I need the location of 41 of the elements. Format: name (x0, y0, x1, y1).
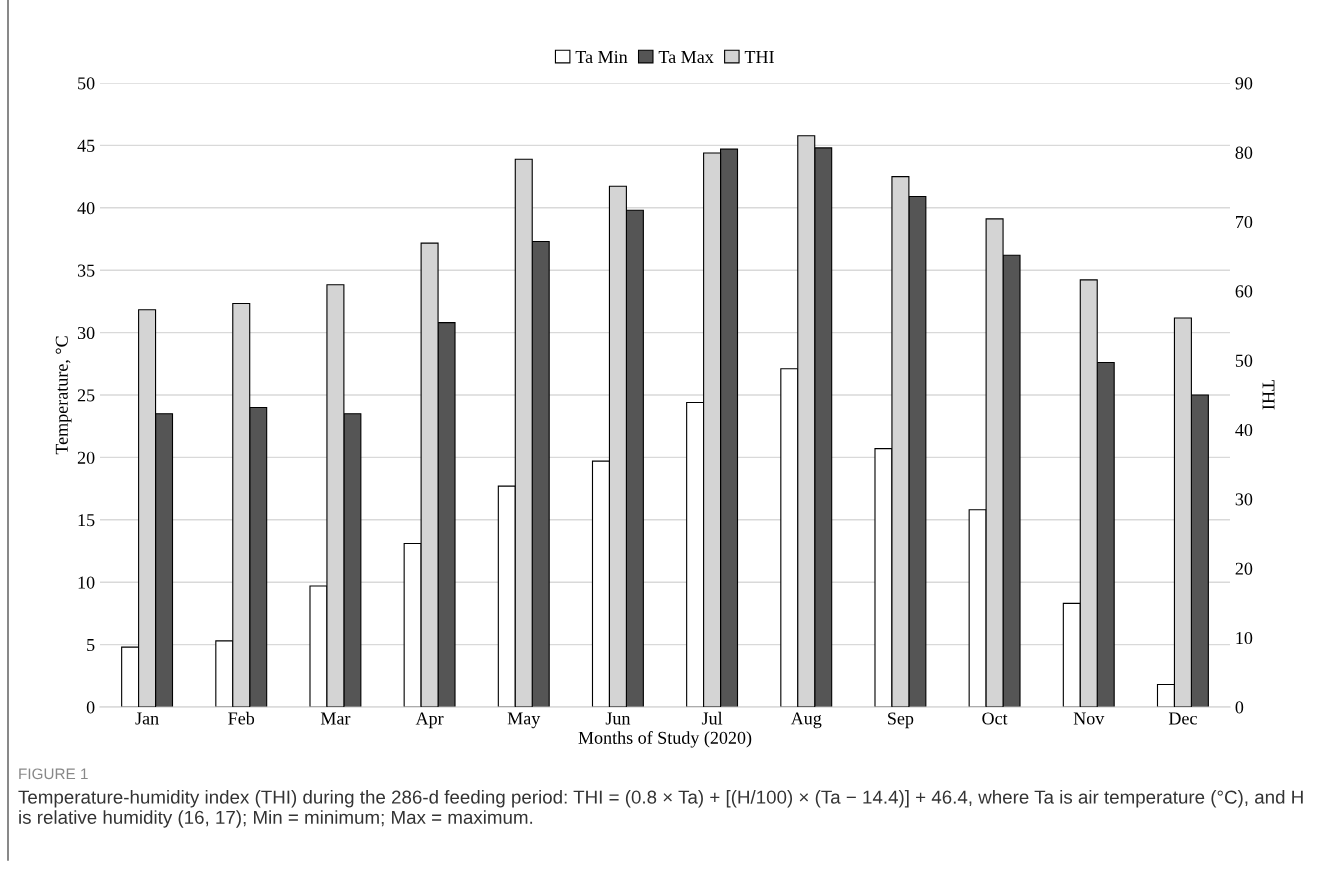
y2-axis-title: THI (1262, 380, 1275, 410)
x-tick-label: Jun (605, 712, 631, 725)
y-axis-title: Temperature, °C (55, 336, 72, 455)
x-tick-label: Oct (982, 712, 1008, 725)
y2-tick-label: 40 (1235, 423, 1253, 437)
x-tick-label: Aug (790, 712, 822, 729)
x-tick-label: Sep (888, 712, 914, 729)
y-tick-label: 45 (77, 139, 95, 152)
y-tick-label: 35 (77, 264, 95, 277)
y2-tick-label: 80 (1235, 146, 1253, 159)
x-tick-label: Apr (415, 712, 444, 729)
x-tick-label: Nov (1073, 712, 1105, 725)
y-tick-label: 10 (78, 576, 95, 589)
y-tick-label: 30 (77, 326, 95, 340)
y-tick-label: 25 (77, 389, 95, 402)
x-tick-label: Mar (320, 712, 351, 725)
legend-label: Ta Min (575, 50, 628, 64)
y2-tick-label: 30 (1235, 493, 1253, 506)
y-tick-label: 40 (77, 202, 95, 215)
legend-label: THI (744, 51, 774, 63)
y-tick-label: 5 (87, 639, 95, 652)
x-tick-label: Jul (701, 711, 723, 725)
y-tick-label: 50 (78, 77, 95, 90)
x-axis-title: Months of Study (2020) (578, 731, 752, 748)
y2-tick-label: 0 (1235, 701, 1244, 714)
y2-tick-label: 70 (1236, 215, 1253, 229)
x-tick-label: Dec (1168, 712, 1197, 725)
y2-tick-label: 20 (1235, 562, 1253, 575)
y-tick-label: 20 (77, 451, 95, 464)
text: Temperature-humidity index (THI) during the 286-d feeding period: THI = (0.8 × Ta) + [(H/100) × (Ta − 14.4)] + 46.4, where Ta is air temperature (°C), and H is relative humidity (16, 17); Min = minimum; Max = maximum. (18, 790, 1303, 828)
y2-tick-label: 10 (1236, 631, 1253, 645)
y-tick-label: 0 (86, 701, 95, 714)
x-tick-label: Feb (228, 711, 255, 725)
x-tick-label: May (507, 712, 541, 729)
y2-tick-label: 60 (1235, 285, 1253, 298)
x-tick-label: Jan (135, 712, 159, 725)
y2-tick-label: 90 (1235, 77, 1253, 90)
caption: FIGURE 1 (19, 768, 88, 780)
y2-tick-label: 50 (1235, 354, 1253, 367)
y-tick-label: 15 (78, 514, 95, 527)
legend-label: Ta Max (658, 51, 714, 64)
